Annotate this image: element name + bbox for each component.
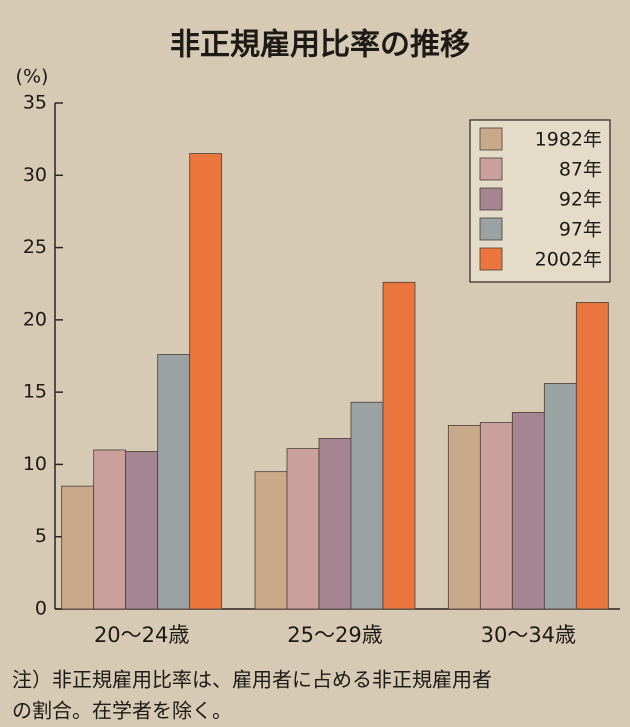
y-tick-label: 10: [23, 453, 47, 475]
bar: [93, 449, 127, 610]
legend-swatch: [479, 157, 503, 181]
bar: [382, 281, 416, 610]
legend-swatch: [479, 127, 503, 151]
bar: [318, 438, 352, 610]
bar: [254, 471, 288, 610]
x-tick-label: 30～34歳: [481, 623, 576, 647]
note: の割合。在学者を除く。: [12, 699, 232, 723]
bar: [61, 485, 95, 610]
legend-swatch: [479, 247, 503, 271]
legend-label: 1982年: [535, 129, 602, 151]
bar: [543, 383, 577, 610]
bar: [511, 411, 545, 610]
bar: [125, 451, 159, 610]
chart-title: 非正規雇用比率の推移: [170, 28, 470, 63]
y-axis-label: (%): [16, 66, 49, 88]
legend-label: 2002年: [535, 249, 602, 271]
bar: [479, 422, 513, 610]
y-tick-label: 0: [35, 598, 47, 620]
legend-swatch: [479, 187, 503, 211]
bar: [350, 401, 384, 610]
y-tick-label: 25: [23, 236, 47, 258]
legend-label: 92年: [559, 189, 602, 211]
y-tick-label: 5: [35, 525, 47, 547]
x-tick-label: 20～24歳: [94, 623, 189, 647]
y-tick-label: 15: [23, 381, 47, 403]
y-tick-label: 35: [23, 92, 47, 114]
note: 注）非正規雇用比率は、雇用者に占める非正規雇用者: [12, 668, 492, 692]
bar: [157, 354, 191, 610]
legend-label: 97年: [559, 219, 602, 241]
bar: [575, 302, 609, 610]
x-tick-label: 25～29歳: [287, 623, 382, 647]
legend-label: 87年: [559, 159, 602, 181]
legend-swatch: [479, 217, 503, 241]
y-tick-label: 20: [23, 308, 47, 330]
bar: [189, 153, 223, 610]
y-tick-label: 30: [23, 164, 47, 186]
bar: [447, 424, 481, 610]
bar: [286, 448, 320, 610]
